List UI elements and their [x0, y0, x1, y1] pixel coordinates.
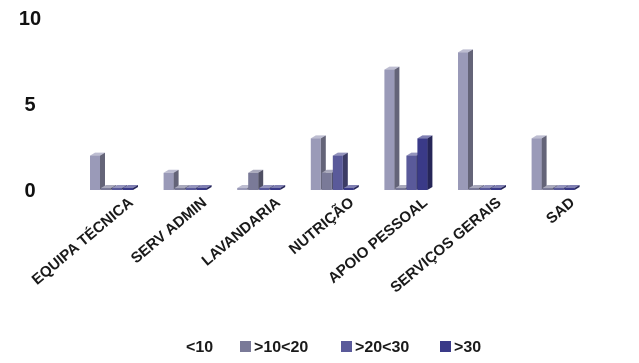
bar	[270, 188, 281, 190]
legend-label: >30	[454, 339, 481, 356]
bar	[259, 188, 270, 190]
y-tick-label: 10	[19, 8, 41, 30]
bar	[310, 138, 321, 190]
bar	[564, 188, 575, 190]
legend-swatch	[240, 341, 251, 352]
bar	[469, 188, 479, 190]
bar	[90, 155, 100, 190]
bar	[101, 188, 111, 190]
bar-top	[553, 185, 569, 188]
bar-top	[123, 185, 138, 188]
bar-side	[574, 185, 580, 190]
bar	[395, 188, 406, 190]
bar-side	[468, 49, 473, 191]
bar-side	[342, 152, 348, 190]
bar	[531, 138, 542, 190]
bar-side	[353, 185, 359, 190]
bar-top	[163, 169, 179, 173]
bar	[123, 188, 133, 190]
x-tick-label: LAVANDARIA	[199, 194, 284, 269]
bar	[417, 138, 428, 190]
bar	[112, 188, 122, 190]
bar	[480, 188, 490, 190]
bar-top	[310, 135, 326, 139]
legend-label: <10	[186, 339, 213, 356]
bar	[343, 188, 354, 190]
bar-side	[541, 135, 547, 190]
bar-top	[185, 185, 201, 188]
bar	[406, 155, 417, 190]
bar-side	[258, 169, 264, 190]
bar-side	[427, 135, 433, 190]
bar-side	[173, 169, 179, 190]
bar-top	[248, 169, 264, 173]
y-tick-label: 0	[24, 180, 35, 202]
bar-side	[133, 185, 138, 190]
bar-top	[343, 185, 359, 188]
bar-top	[196, 185, 212, 188]
bar-top	[480, 185, 495, 188]
y-tick-label: 5	[24, 94, 35, 116]
bar-top	[270, 185, 286, 188]
bar-top	[90, 152, 105, 156]
x-tick-label: NUTRIÇÃO	[285, 193, 357, 258]
bar	[458, 52, 468, 191]
bar-top	[101, 185, 116, 188]
legend-label: >20<30	[355, 339, 409, 356]
bar-top	[384, 66, 400, 70]
bar-top	[491, 185, 506, 188]
legend-swatch	[341, 341, 352, 352]
legend-label: >10<20	[254, 339, 308, 356]
bar-side	[501, 185, 506, 190]
bar-side	[280, 185, 286, 190]
bar	[553, 188, 564, 190]
bar-side	[100, 152, 105, 190]
bar-top	[112, 185, 127, 188]
bar	[196, 188, 207, 190]
bar-top	[259, 185, 275, 188]
bar	[185, 188, 196, 190]
bar-top	[531, 135, 547, 139]
x-tick-label: EQUIPA TÉCNICA	[29, 194, 137, 289]
bar-top	[417, 135, 433, 139]
bar-top	[564, 185, 580, 188]
x-tick-label: SAD	[543, 194, 578, 227]
bar	[248, 172, 259, 190]
bar-top	[174, 185, 190, 188]
bar	[542, 188, 553, 190]
bar-top	[458, 49, 473, 53]
bar	[174, 188, 185, 190]
bar-side	[394, 66, 400, 190]
bar-top	[332, 152, 348, 156]
bar	[237, 188, 248, 190]
legend-swatch	[440, 341, 451, 352]
bar	[332, 155, 343, 190]
bar	[163, 172, 174, 190]
bar-side	[206, 185, 212, 190]
bar-top	[542, 185, 558, 188]
bar	[321, 172, 332, 190]
bar-top	[469, 185, 484, 188]
bar	[384, 69, 395, 190]
bar	[491, 188, 501, 190]
